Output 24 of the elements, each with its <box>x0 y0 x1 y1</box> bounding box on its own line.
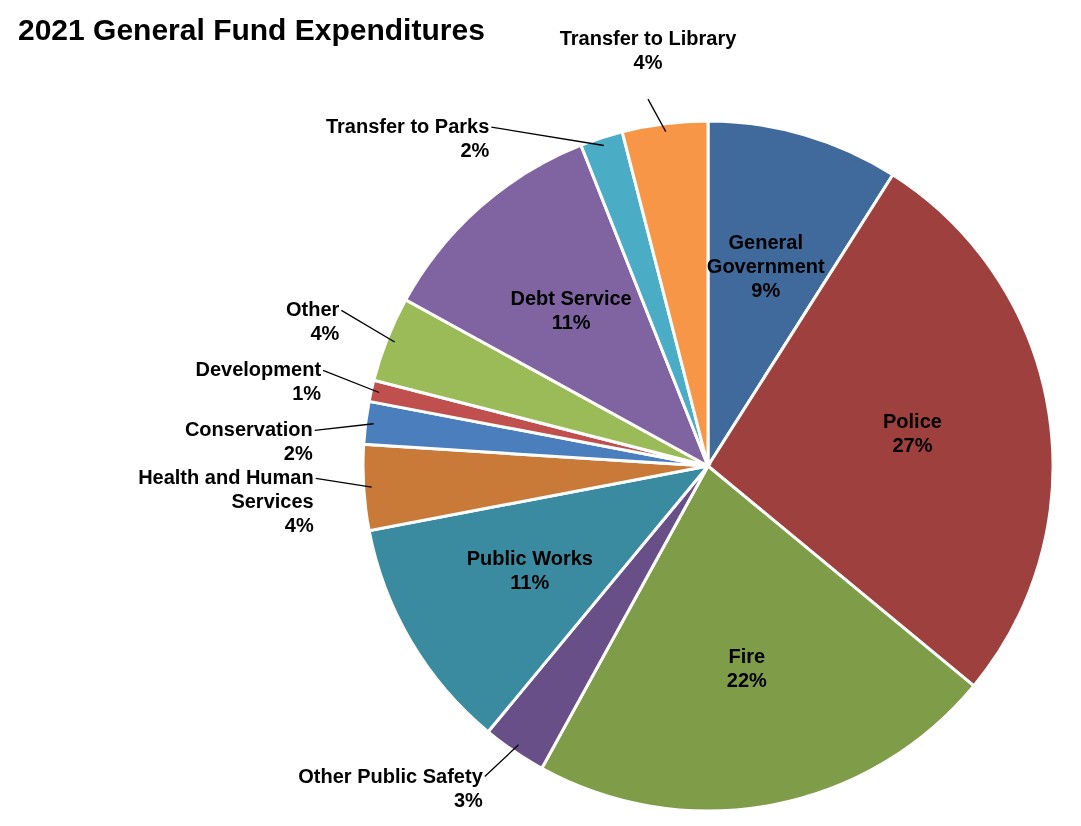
slice-label: Police <box>882 409 942 432</box>
data-label: 4% <box>310 322 340 345</box>
data-label: 22% <box>726 669 768 692</box>
slice-label: Development <box>195 358 322 381</box>
data-label: 11% <box>551 310 591 333</box>
data-label: 2% <box>283 442 313 465</box>
data-label: 2% <box>460 139 490 162</box>
data-label: 9% <box>751 279 781 302</box>
data-label: 1% <box>292 382 322 405</box>
slice-label: Transfer to Parks <box>325 115 490 138</box>
data-label: 27% <box>892 433 933 456</box>
data-label: 4% <box>284 514 314 537</box>
slice-label: Fire <box>728 645 766 668</box>
data-label: 3% <box>453 788 483 811</box>
slice-label: Debt Service <box>510 286 632 309</box>
slice-label: Transfer to Library <box>559 27 738 50</box>
chart-title: 2021 General Fund Expenditures <box>18 13 485 46</box>
slice-label: Conservation <box>184 418 313 441</box>
slice-label: Other <box>286 298 340 321</box>
data-label: 11% <box>510 571 550 594</box>
data-label: 4% <box>633 51 663 74</box>
slice-label: Other Public Safety <box>298 764 484 787</box>
slice-label: Health and Human Services <box>138 466 314 513</box>
slice-label: Public Works <box>466 547 593 570</box>
